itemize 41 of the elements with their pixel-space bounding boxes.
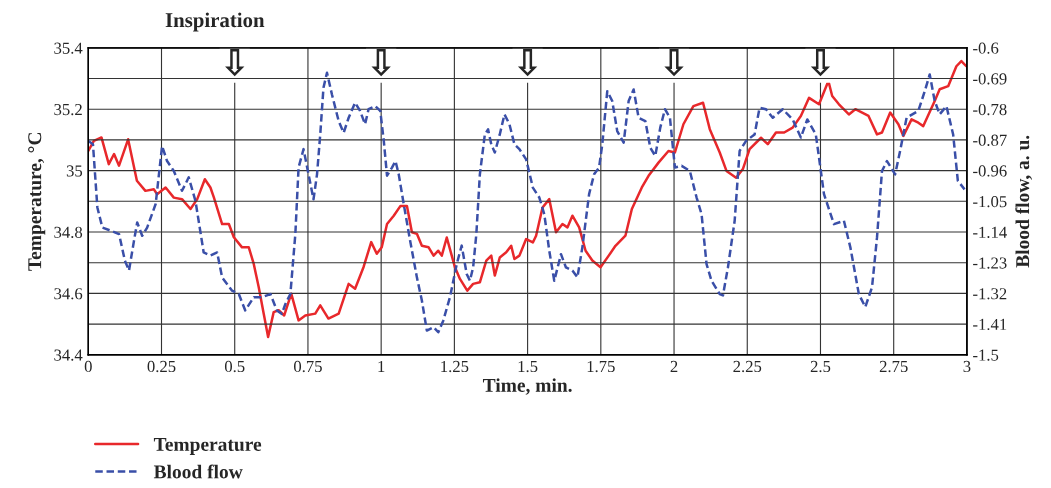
x-axis-title: Time, min. bbox=[482, 378, 572, 395]
y-tick-label: 35.4 bbox=[54, 42, 83, 54]
y2-tick-label: -1.05 bbox=[973, 196, 1007, 208]
chart-title: Inspiration bbox=[165, 12, 265, 32]
x-tick-label: 1.75 bbox=[587, 360, 615, 373]
y2-tick-label: -0.69 bbox=[973, 73, 1007, 85]
annotation: ⇩ bbox=[517, 48, 538, 77]
x-tick-label: 1.25 bbox=[441, 360, 469, 373]
x-tick-label: 2.25 bbox=[733, 360, 762, 373]
y2-tick-label: -0.6 bbox=[973, 42, 999, 54]
x-tick-label: 3 bbox=[963, 360, 971, 373]
y2-tick-label: -1.32 bbox=[973, 288, 1007, 300]
y2-tick-label: -0.78 bbox=[973, 103, 1007, 116]
annotation: ⇩ bbox=[810, 48, 831, 77]
annotation: ⇩ bbox=[371, 48, 391, 77]
legend-label: Blood flow bbox=[153, 464, 243, 479]
x-tick-label: 0.75 bbox=[294, 360, 322, 373]
y-tick-label: 35 bbox=[66, 165, 83, 177]
y-tick-label: 35.2 bbox=[54, 103, 82, 116]
y-tick-label: 34.8 bbox=[54, 226, 83, 239]
x-tick-label: 1 bbox=[378, 360, 385, 372]
y-tick-label: 34.4 bbox=[54, 349, 83, 361]
y2-tick-label: -1.5 bbox=[973, 349, 999, 361]
x-tick-label: 2 bbox=[670, 360, 678, 372]
annotation: ⇩ bbox=[664, 48, 684, 77]
x-tick-label: 1.5 bbox=[518, 360, 538, 373]
x-tick-label: 2.5 bbox=[810, 360, 831, 373]
y2-tick-label: -0.87 bbox=[973, 134, 1007, 146]
x-tick-label: 0.25 bbox=[147, 360, 176, 373]
y2-axis-title: Blood flow, a. u. bbox=[1015, 135, 1033, 268]
x-tick-label: 0.5 bbox=[224, 360, 245, 373]
y-tick-label: 34.6 bbox=[54, 288, 83, 300]
x-tick-label: 0 bbox=[84, 360, 92, 373]
y2-tick-label: -1.14 bbox=[973, 226, 1007, 239]
x-tick-label: 2.75 bbox=[879, 360, 908, 373]
y2-tick-label: -1.23 bbox=[973, 257, 1007, 269]
annotation: ⇩ bbox=[225, 48, 245, 77]
y2-tick-label: -1.41 bbox=[973, 318, 1007, 331]
y2-tick-label: -0.96 bbox=[973, 165, 1007, 177]
y-axis-title: Temperature, °C bbox=[28, 133, 46, 271]
legend-label: Temperature bbox=[153, 438, 262, 455]
